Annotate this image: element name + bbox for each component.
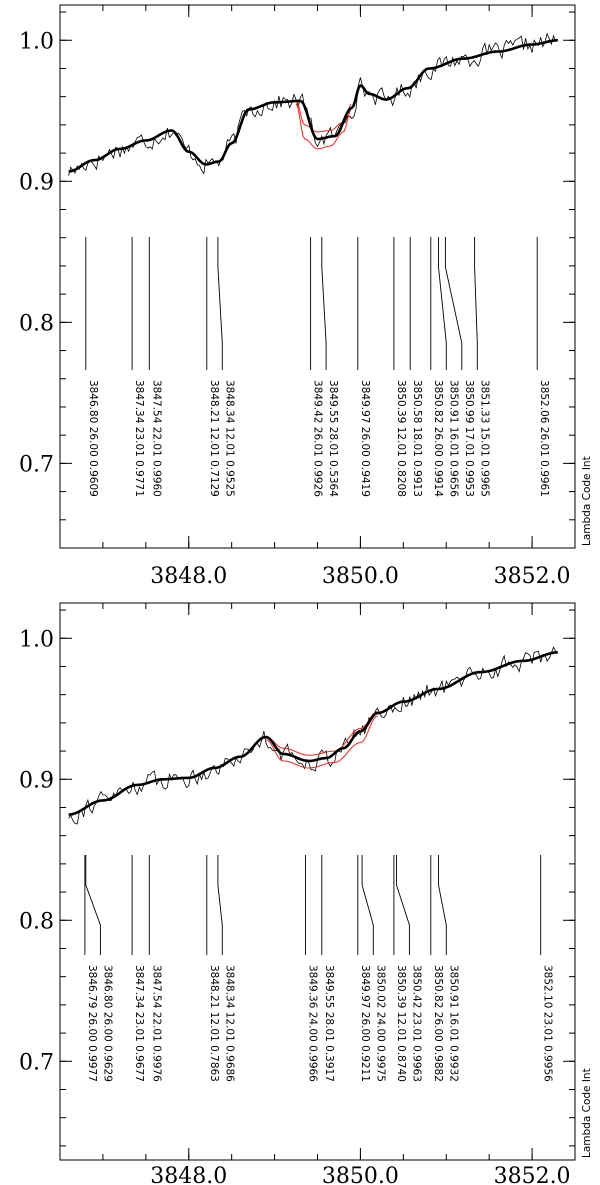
line-id-label: 3848.34 12.01 0.9525	[223, 380, 235, 497]
line-id-label: 3848.21 12.01 0.7129	[208, 380, 220, 497]
y-tick-label: 1.0	[19, 627, 54, 652]
line-id-label: 3852.06 26.01 0.9961	[538, 380, 550, 497]
line-id-leader	[444, 237, 463, 370]
line-id-label: 3850.91 16.01 0.9656	[447, 380, 459, 497]
line-id-leader	[217, 855, 223, 955]
line-id-label: 3852.10 23.01 0.9956	[542, 965, 554, 1082]
line-id-label: 3850.39 12.01 0.8208	[395, 380, 407, 497]
observed-spectrum-line	[68, 646, 557, 825]
line-id-label: 3849.55 28.01 0.5364	[327, 380, 339, 497]
line-id-label: 3850.82 26.00 0.9914	[432, 380, 444, 497]
line-id-leader	[85, 855, 101, 955]
line-id-label: 3851.33 15.01 0.9965	[478, 380, 490, 497]
column-header-label: Lambda Code Int	[581, 1068, 593, 1158]
alternate-fit-line-1	[265, 711, 378, 756]
y-tick-label: 0.7	[19, 1050, 54, 1075]
alternate-fit-line-2	[295, 103, 352, 150]
line-id-label: 3850.58 18.01 0.9913	[411, 380, 423, 497]
line-id-leader	[361, 855, 374, 955]
line-id-leader	[217, 237, 223, 370]
line-id-label: 3849.97 26.00 0.9211	[359, 965, 371, 1082]
line-id-leader	[438, 237, 447, 370]
y-tick-label: 0.8	[19, 311, 54, 336]
x-tick-label: 3850.0	[322, 1164, 399, 1185]
model-fit-line	[68, 39, 558, 173]
line-id-label: 3847.54 22.01 0.9960	[150, 380, 162, 497]
line-id-leader	[396, 855, 410, 955]
line-id-label: 3847.34 23.01 0.9771	[133, 380, 145, 497]
x-tick-label: 3850.0	[322, 564, 399, 589]
line-id-label: 3850.99 17.01 0.9953	[463, 380, 475, 497]
x-tick-label: 3852.0	[494, 564, 571, 589]
line-id-label: 3850.39 12.01 0.8740	[395, 965, 407, 1082]
model-fit-line	[68, 651, 558, 816]
y-tick-label: 0.9	[19, 170, 54, 195]
line-id-label: 3846.80 26.00 0.9629	[101, 965, 113, 1082]
line-id-label: 3849.55 28.01 0.3917	[323, 965, 335, 1082]
line-id-leader	[438, 855, 447, 955]
column-header-label: Lambda Code Int	[581, 456, 593, 546]
x-tick-label: 3848.0	[150, 564, 227, 589]
line-id-label: 3847.34 23.01 0.9677	[133, 965, 145, 1082]
alternate-fit-line-2	[265, 715, 378, 769]
line-id-label: 3846.80 26.00 0.9609	[87, 380, 99, 497]
y-tick-label: 1.0	[19, 29, 54, 54]
line-id-label: 3849.36 24.00 0.9966	[307, 965, 319, 1082]
line-id-label: 3849.97 26.00 0.9419	[359, 380, 371, 497]
spectrum-panel-top: 0.7 0.8 0.9 1.0 3848.0 3850.0 3852.0 3846.80 26…	[19, 4, 593, 589]
observed-spectrum-line	[68, 32, 557, 176]
line-id-label: 3848.21 12.01 0.7863	[208, 965, 220, 1082]
line-id-leader	[321, 237, 327, 370]
y-tick-label: 0.9	[19, 768, 54, 793]
line-id-label: 3847.54 22.01 0.9976	[150, 965, 162, 1082]
line-id-label: 3849.42 26.01 0.9926	[312, 380, 324, 497]
y-tick-label: 0.8	[19, 909, 54, 934]
line-id-label: 3848.34 12.01 0.9686	[223, 965, 235, 1082]
line-id-leader	[474, 237, 478, 370]
line-id-label: 3850.42 23.01 0.9963	[410, 965, 422, 1082]
line-id-label: 3850.02 24.00 0.9975	[374, 965, 386, 1082]
x-tick-label: 3852.0	[494, 1164, 571, 1185]
line-id-label: 3846.79 26.00 0.9977	[86, 965, 98, 1082]
y-tick-label: 0.7	[19, 452, 54, 477]
line-id-label: 3850.82 26.00 0.9882	[432, 965, 444, 1082]
line-id-label: 3850.91 16.01 0.9932	[447, 965, 459, 1082]
spectrum-panel-bottom: 0.7 0.8 0.9 1.0 3848.0 3850.0 3852.0 3846.79 26…	[19, 602, 593, 1185]
x-tick-label: 3848.0	[150, 1164, 227, 1185]
